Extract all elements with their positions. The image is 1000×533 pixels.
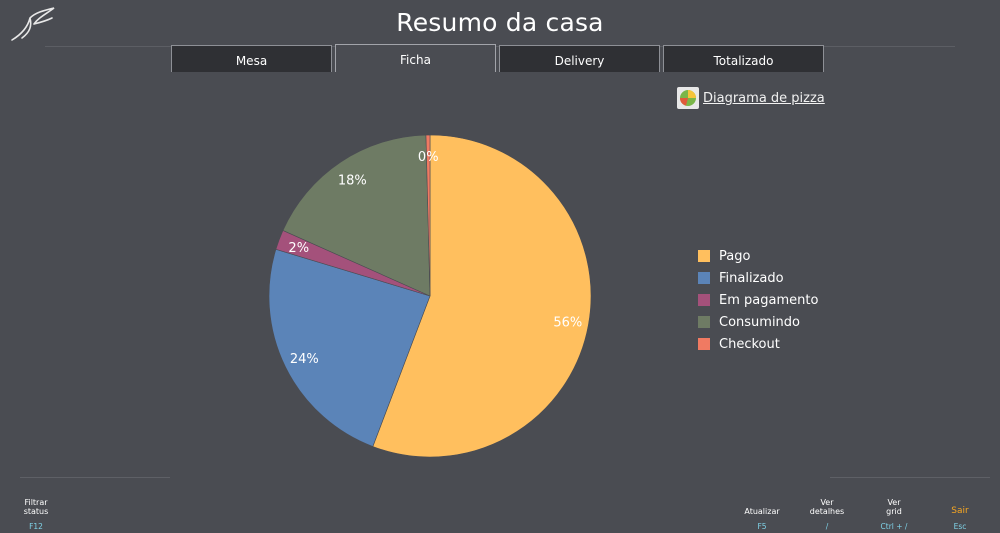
refresh-button[interactable]: Atualizar F5 — [732, 496, 792, 531]
fkey-shortcut: F12 — [29, 522, 43, 531]
fkey-label: Sair — [951, 506, 969, 516]
page-title: Resumo da casa — [396, 8, 604, 37]
legend-swatch — [698, 294, 710, 306]
legend-item-em-pagamento[interactable]: Em pagamento — [698, 289, 818, 311]
pie-slice-label-finalizado: 24% — [290, 352, 319, 367]
tab-mesa[interactable]: Mesa — [171, 45, 332, 72]
tab-totalizado[interactable]: Totalizado — [663, 45, 824, 72]
legend-swatch — [698, 272, 710, 284]
app-logo — [11, 7, 55, 41]
legend-swatch — [698, 316, 710, 328]
pie-slice-finalizado[interactable] — [268, 248, 431, 447]
pie-slice-label-pago: 56% — [553, 315, 582, 330]
legend-label: Pago — [719, 248, 751, 264]
tab-bar: Mesa Ficha Delivery Totalizado — [171, 44, 827, 72]
fkey-label: Atualizar — [744, 507, 780, 516]
legend-label: Checkout — [719, 336, 780, 352]
pie-diagram-label: Diagrama de pizza — [703, 90, 825, 106]
pie-slice-consumindo[interactable] — [282, 134, 431, 297]
fkey-shortcut: Esc — [953, 522, 967, 531]
fkey-shortcut: F5 — [757, 522, 767, 531]
tab-ficha[interactable]: Ficha — [335, 44, 496, 72]
footer-divider-right — [830, 477, 990, 478]
pie-slice-pago[interactable] — [372, 134, 592, 458]
legend-swatch — [698, 250, 710, 262]
legend-label: Finalizado — [719, 270, 784, 286]
legend-label: Consumindo — [719, 314, 801, 330]
exit-button[interactable]: Sair Esc — [930, 496, 990, 532]
fkey-label: Ver detalhes — [809, 498, 845, 516]
legend-swatch — [698, 338, 710, 350]
pie-chart: 56% 24% 2% 18% 0% — [268, 134, 592, 458]
view-details-button[interactable]: Ver detalhes / — [797, 496, 857, 531]
view-grid-button[interactable]: Ver grid Ctrl + / — [864, 496, 924, 531]
filter-status-button[interactable]: Filtrar status F12 — [6, 496, 66, 531]
fkey-shortcut: Ctrl + / — [880, 522, 908, 531]
fkey-label: Filtrar status — [23, 498, 49, 516]
pie-slice-checkout[interactable] — [425, 134, 431, 297]
pie-slice-label-consumindo: 18% — [338, 173, 367, 188]
legend-label: Em pagamento — [719, 292, 819, 308]
pie-chart-icon — [677, 87, 699, 109]
fkey-shortcut: / — [825, 522, 829, 531]
pie-slice-label-checkout: 0% — [418, 150, 439, 165]
legend-item-consumindo[interactable]: Consumindo — [698, 311, 818, 333]
footer-divider-left — [20, 477, 170, 478]
legend-item-pago[interactable]: Pago — [698, 245, 818, 267]
legend-item-finalizado[interactable]: Finalizado — [698, 267, 818, 289]
pie-diagram-link[interactable]: Diagrama de pizza — [677, 87, 825, 109]
tab-delivery[interactable]: Delivery — [499, 45, 660, 72]
legend-item-checkout[interactable]: Checkout — [698, 333, 818, 355]
pie-slice-label-em-pagamento: 2% — [288, 241, 309, 256]
chart-legend: Pago Finalizado Em pagamento Consumindo … — [698, 245, 818, 355]
fkey-label: Ver grid — [886, 498, 902, 516]
